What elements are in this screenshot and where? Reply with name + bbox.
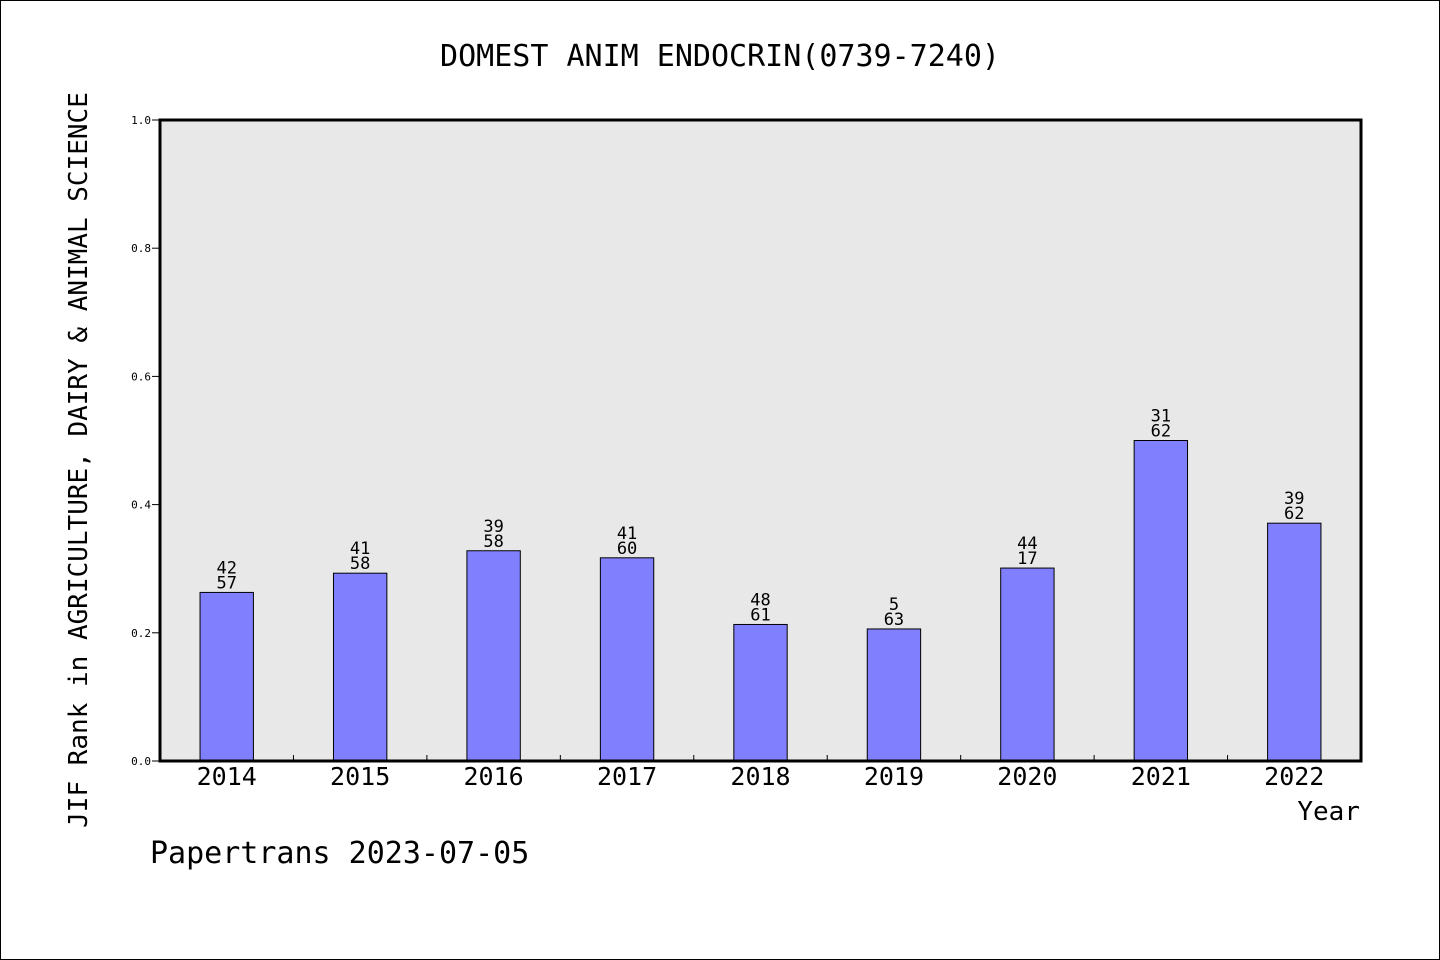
plot-border	[158, 118, 1363, 763]
bar	[1267, 522, 1322, 762]
chart-title: DOMEST ANIM ENDOCRIN(0739-7240)	[440, 39, 1000, 74]
y-axis-label: JIF Rank in AGRICULTURE, DAIRY & ANIMAL …	[64, 92, 94, 828]
x-tick-label: 2019	[864, 762, 924, 791]
data-label-total: 58	[483, 532, 503, 552]
y-tick-label: 0.0	[131, 755, 151, 768]
data-label-total: 62	[1284, 504, 1304, 524]
data-label-total: 60	[617, 539, 637, 559]
data-label-rank: 44	[1017, 534, 1037, 554]
bar	[332, 572, 388, 762]
y-tick-label: 1.0	[131, 114, 151, 127]
bar	[199, 591, 254, 762]
data-label-rank: 48	[750, 590, 770, 610]
x-tick-label: 2022	[1264, 762, 1324, 791]
data-label-total: 58	[350, 554, 370, 574]
data-label-rank: 42	[216, 558, 236, 578]
data-label-total: 62	[1151, 422, 1171, 442]
bar	[599, 557, 655, 762]
bar	[866, 628, 922, 762]
bar	[1000, 567, 1055, 762]
data-label-rank: 41	[617, 524, 637, 544]
x-tick-label: 2014	[197, 762, 257, 791]
x-tick-label: 2016	[464, 762, 524, 791]
data-label-rank: 39	[1284, 489, 1304, 509]
y-axis-ticks: 0.0 0.2 0.4 0.6 0.8 1.0	[131, 114, 160, 768]
y-tick-label: 0.2	[131, 627, 151, 640]
x-axis-ticks: 2014 2015 2016 2017 2018 2019 2020 2021 2022	[197, 755, 1324, 791]
bar	[733, 623, 788, 762]
bar	[466, 550, 521, 762]
x-tick-label: 2017	[597, 762, 657, 791]
x-axis-label: Year	[1297, 797, 1360, 827]
data-label-rank: 39	[483, 517, 503, 537]
data-label-total: 17	[1017, 549, 1037, 569]
data-label-total: 57	[216, 573, 236, 593]
x-tick-label: 2021	[1131, 762, 1191, 791]
data-label-total: 63	[884, 610, 904, 630]
x-tick-label: 2020	[997, 762, 1057, 791]
data-label-rank: 41	[350, 539, 370, 559]
footer-text: Papertrans 2023-07-05	[150, 836, 529, 871]
y-tick-label: 0.6	[131, 370, 151, 383]
x-tick-label: 2015	[330, 762, 390, 791]
bar	[1133, 440, 1189, 762]
y-tick-label: 0.8	[131, 242, 151, 255]
y-tick-label: 0.4	[131, 499, 151, 512]
x-tick-label: 2018	[730, 762, 790, 791]
data-label-total: 61	[750, 605, 770, 625]
data-label-rank: 31	[1151, 407, 1171, 427]
data-label-rank: 5	[889, 595, 899, 615]
